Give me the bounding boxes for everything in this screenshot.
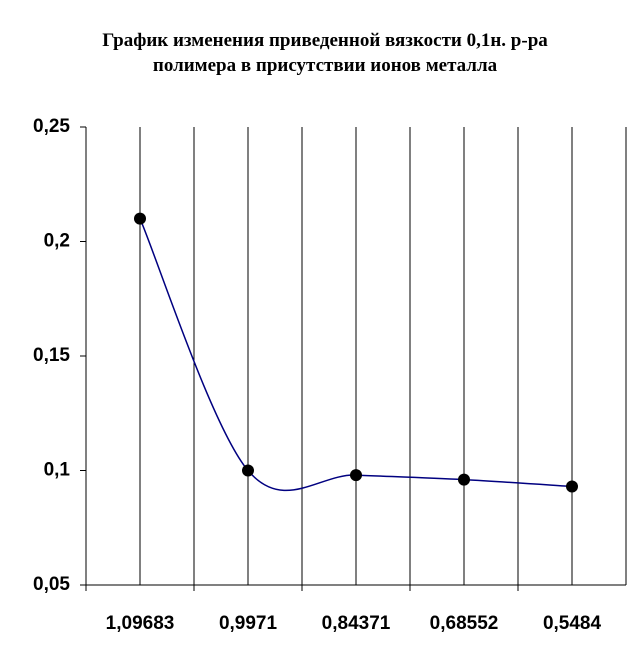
x-tick-label: 0,9971 bbox=[219, 613, 278, 634]
chart-title: полимера в присутствии ионов металла bbox=[153, 55, 498, 76]
data-point bbox=[458, 473, 470, 486]
y-tick-label: 0,15 bbox=[33, 345, 70, 366]
x-tick-label: 1,09683 bbox=[106, 613, 175, 634]
data-point bbox=[242, 464, 254, 477]
x-tick-label: 0,68552 bbox=[430, 613, 499, 634]
data-point bbox=[134, 212, 146, 225]
y-tick-label: 0,25 bbox=[33, 116, 70, 137]
data-point bbox=[350, 469, 362, 482]
y-tick-label: 0,2 bbox=[44, 231, 70, 252]
y-tick-label: 0,1 bbox=[44, 460, 71, 481]
chart-title: График изменения приведенной вязкости 0,… bbox=[102, 30, 548, 51]
x-tick-label: 0,84371 bbox=[322, 613, 391, 634]
y-tick-label: 0,05 bbox=[33, 574, 70, 595]
data-point bbox=[566, 480, 578, 493]
x-tick-label: 0,5484 bbox=[543, 613, 602, 634]
data-line bbox=[139, 218, 573, 492]
